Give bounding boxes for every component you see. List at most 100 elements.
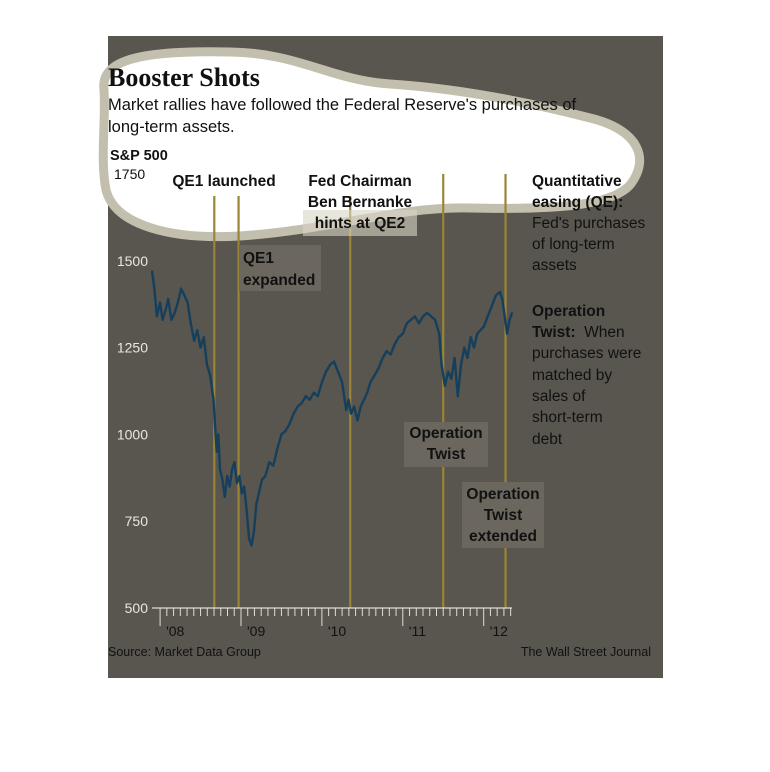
data-point xyxy=(257,492,260,495)
data-point xyxy=(329,364,331,366)
data-point xyxy=(280,433,283,436)
data-point xyxy=(422,315,424,318)
data-point xyxy=(151,270,153,273)
data-point xyxy=(180,287,183,290)
data-point xyxy=(173,312,176,314)
data-point xyxy=(501,298,504,300)
data-point xyxy=(438,332,441,335)
x-tick-label-3: '11 xyxy=(409,623,426,639)
data-point xyxy=(503,315,506,318)
series-line-0 xyxy=(150,271,514,547)
credit-note: The Wall Street Journal xyxy=(521,645,651,659)
source-note: Source: Market Data Group xyxy=(108,645,261,659)
data-point xyxy=(228,485,231,488)
data-point xyxy=(341,381,343,384)
data-point xyxy=(300,402,303,405)
data-point xyxy=(440,364,443,366)
data-point xyxy=(397,336,400,339)
data-point xyxy=(253,530,255,533)
annotation-twist-extended-line-3: extended xyxy=(469,528,537,545)
data-point xyxy=(347,398,350,401)
data-point xyxy=(508,318,511,321)
data-point xyxy=(164,308,167,311)
legend-twist-desc-line-1: When xyxy=(584,324,625,341)
legend-qe-desc-line-3: assets xyxy=(532,257,577,274)
data-point xyxy=(223,496,226,498)
data-point xyxy=(405,322,408,325)
data-point xyxy=(316,395,319,398)
data-point xyxy=(453,357,456,359)
data-point xyxy=(369,381,372,384)
y-tick-label-500: 500 xyxy=(125,600,149,616)
data-point xyxy=(177,301,179,304)
data-point xyxy=(486,315,489,318)
data-point xyxy=(186,301,189,304)
data-point xyxy=(296,405,299,408)
data-point xyxy=(245,509,248,512)
data-point xyxy=(255,502,258,505)
data-point xyxy=(466,357,469,359)
data-point xyxy=(248,537,251,540)
y-tick-label-1500: 1500 xyxy=(117,253,148,269)
data-point xyxy=(199,346,202,349)
chart-subtitle-line-2: long-term assets. xyxy=(108,118,235,136)
data-point xyxy=(389,353,392,356)
data-point xyxy=(167,298,170,300)
data-point xyxy=(268,461,271,464)
data-point xyxy=(153,287,156,290)
data-point xyxy=(479,329,482,332)
data-point xyxy=(469,336,472,339)
data-point xyxy=(170,318,173,321)
data-point xyxy=(490,305,493,307)
data-point xyxy=(217,433,220,436)
data-point xyxy=(202,336,205,339)
data-point xyxy=(463,346,466,349)
data-point xyxy=(353,405,356,408)
annotation-twist-extended-line-2: Twist xyxy=(484,507,522,524)
data-point xyxy=(189,322,192,325)
data-point xyxy=(414,315,416,318)
data-point xyxy=(359,405,362,408)
data-point xyxy=(499,291,501,293)
annotation-twist-line-1: Operation xyxy=(409,425,482,442)
data-point xyxy=(308,398,311,401)
chart-subtitle-line-1: Market rallies have followed the Federal… xyxy=(108,96,577,114)
data-point xyxy=(511,312,513,314)
x-tick-label-2: '10 xyxy=(328,623,346,639)
data-point xyxy=(381,357,384,359)
y-axis-ticks: 1750 1500 1250 1000 750 500 xyxy=(114,166,148,616)
x-tick-label-0: '08 xyxy=(166,623,184,639)
legend-qe-title-line-1: Quantitative xyxy=(532,173,622,190)
data-point xyxy=(250,544,253,547)
data-point xyxy=(430,315,432,318)
annotation-qe1-expanded-line-1: QE1 xyxy=(243,250,274,267)
data-point xyxy=(482,325,485,328)
data-point xyxy=(345,409,348,411)
data-point xyxy=(284,430,287,432)
series-group xyxy=(150,270,514,547)
annotation-twist-line-2: Twist xyxy=(427,446,465,463)
data-point xyxy=(215,450,218,453)
data-point xyxy=(196,329,199,332)
data-point xyxy=(212,398,215,401)
y-tick-label-1250: 1250 xyxy=(117,340,148,356)
data-point xyxy=(447,371,449,373)
data-point xyxy=(494,294,497,297)
x-tick-label-1: '09 xyxy=(247,623,265,639)
y-axis-label: S&P 500 xyxy=(110,148,168,164)
data-point xyxy=(161,318,164,321)
legend-qe-title-line-2: easing (QE): xyxy=(532,194,623,211)
data-point xyxy=(337,371,339,373)
chart-title: Booster Shots xyxy=(108,63,260,92)
annotation-qe1-launched: QE1 launched xyxy=(172,173,275,190)
data-point xyxy=(434,318,436,321)
annotation-bernanke-line-1: Fed Chairman xyxy=(308,173,411,190)
data-point xyxy=(473,346,475,349)
data-point xyxy=(321,381,323,384)
data-point xyxy=(240,492,243,495)
legend-twist-desc-line-6: debt xyxy=(532,431,563,448)
data-point xyxy=(156,315,158,318)
data-point xyxy=(356,419,359,422)
data-point xyxy=(418,322,420,325)
